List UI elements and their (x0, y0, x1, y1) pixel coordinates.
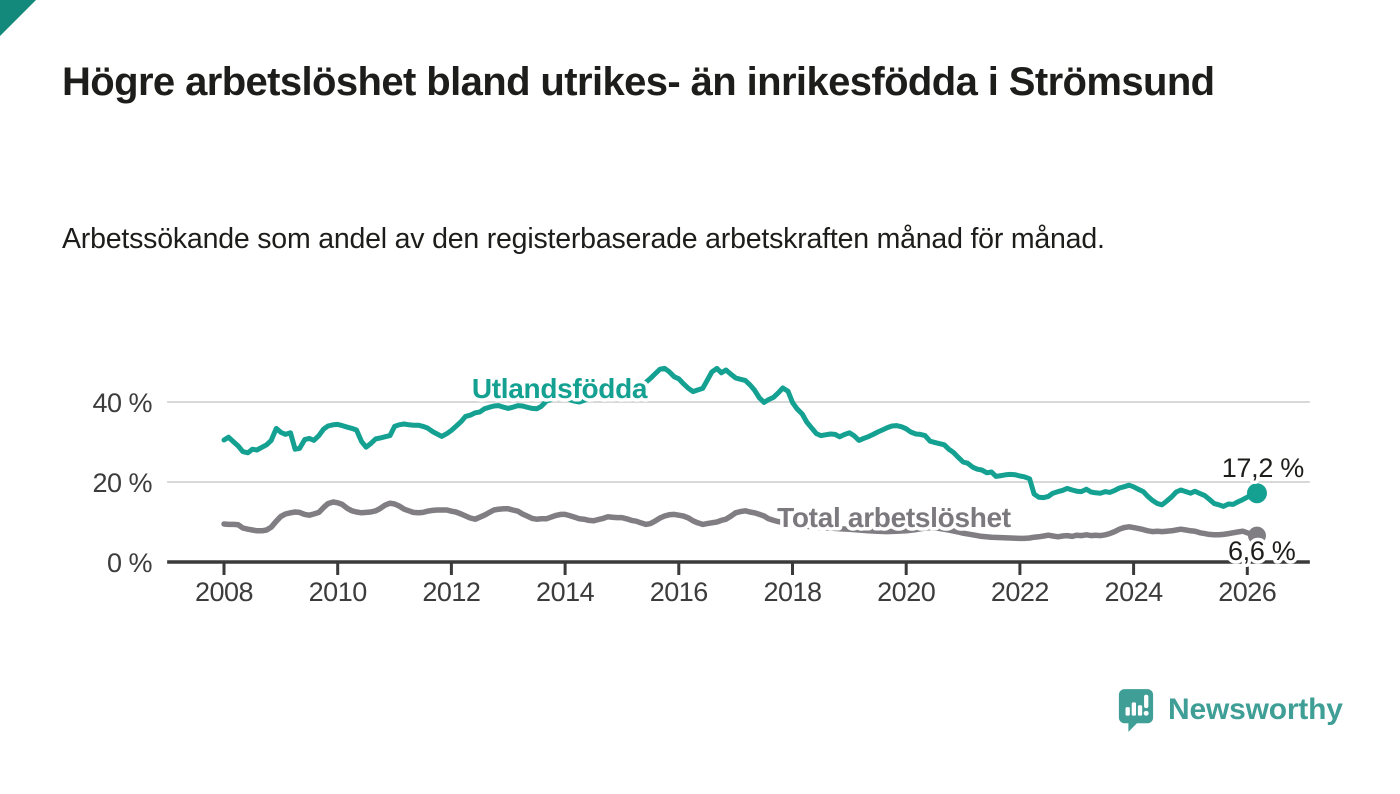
x-tick-label-2010: 2010 (309, 577, 367, 607)
x-tick-label-2026: 2026 (1218, 577, 1276, 607)
newsworthy-logo-icon (1118, 689, 1154, 732)
y-tick-label-0: 0 % (107, 548, 153, 578)
x-tick-label-2022: 2022 (991, 577, 1049, 607)
x-tick-label-2014: 2014 (536, 577, 595, 607)
y-tick-label-40: 40 % (92, 388, 152, 418)
brand-name: Newsworthy (1168, 692, 1343, 726)
x-tick-label-2018: 2018 (763, 577, 821, 607)
series-line-2 (221, 499, 1260, 542)
x-tick-label-2012: 2012 (422, 577, 480, 607)
page-title: Högre arbetslöshet bland utrikes- än inr… (62, 60, 1215, 104)
end-value-label-1: 17,2 % (1222, 453, 1305, 483)
x-tick-label-2008: 2008 (195, 577, 253, 607)
series-label-1: Utlandsfödda (472, 373, 648, 404)
series-line-1 (221, 365, 1260, 509)
x-tick-label-2024: 2024 (1105, 577, 1164, 607)
corner-accent-triangle (0, 0, 36, 36)
series-endpoint-dot-2 (1247, 526, 1266, 545)
brand-footer: Newsworthy (1117, 687, 1343, 732)
page-subtitle: Arbetssökande som andel av den registerb… (62, 223, 1105, 255)
end-value-label-2: 6,6 % (1228, 536, 1296, 566)
x-tick-label-2016: 2016 (650, 577, 708, 607)
y-tick-label-20: 20 % (92, 468, 152, 498)
series-endpoint-dot-1 (1246, 483, 1267, 504)
series-label-2: Total arbetslöshet (777, 502, 1011, 533)
x-tick-label-2020: 2020 (877, 577, 935, 607)
